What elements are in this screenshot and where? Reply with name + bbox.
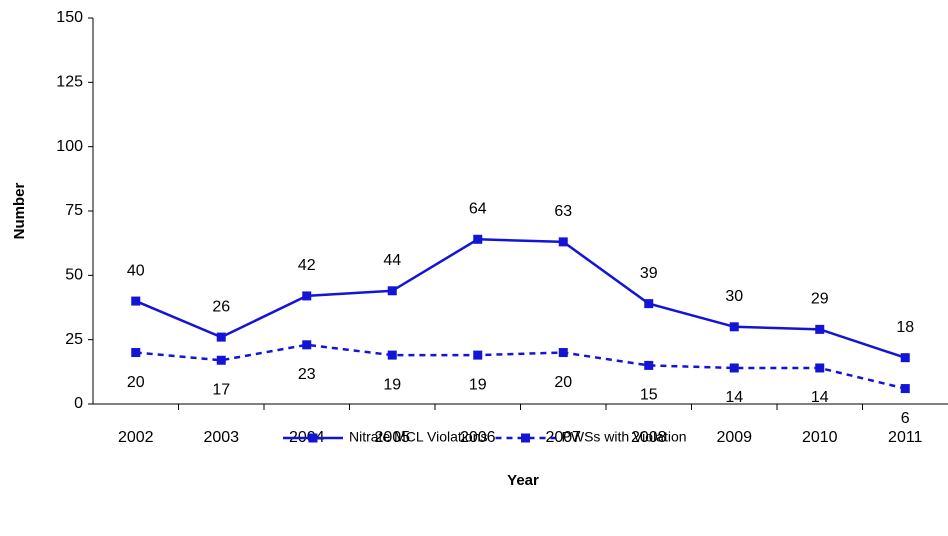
data-label: 19: [469, 376, 487, 393]
marker: [815, 324, 825, 334]
data-label: 30: [725, 288, 743, 305]
x-tick-label: 2006: [460, 429, 496, 446]
data-label: 6: [901, 410, 910, 427]
y-tick-label: 0: [74, 395, 83, 412]
marker: [558, 237, 568, 247]
marker: [815, 363, 825, 373]
data-label: 63: [554, 203, 572, 220]
data-label: 40: [127, 262, 145, 279]
data-label: 64: [469, 201, 487, 218]
data-label: 17: [212, 381, 230, 398]
x-tick-label: 2010: [802, 429, 838, 446]
data-label: 14: [725, 389, 743, 406]
series-line: [135, 238, 906, 359]
marker: [644, 299, 654, 309]
marker: [302, 291, 312, 301]
x-tick-label: 2009: [716, 429, 752, 446]
legend-marker: [521, 433, 531, 443]
data-label: 26: [212, 298, 230, 315]
marker: [131, 296, 141, 306]
marker: [131, 348, 141, 358]
marker: [302, 340, 312, 350]
marker: [216, 332, 226, 342]
marker: [473, 350, 483, 360]
y-axis-title: Number: [11, 183, 28, 240]
data-label: 42: [298, 257, 316, 274]
marker: [473, 234, 483, 244]
y-tick-label: 75: [65, 202, 83, 219]
marker: [216, 355, 226, 365]
marker: [387, 286, 397, 296]
legend-marker: [308, 433, 318, 443]
y-tick-label: 125: [56, 74, 83, 91]
x-tick-label: 2007: [545, 429, 581, 446]
marker: [729, 322, 739, 332]
data-label: 15: [640, 387, 658, 404]
x-tick-label: 2011: [888, 429, 923, 446]
data-label: 23: [298, 366, 316, 383]
marker: [387, 350, 397, 360]
data-label: 39: [640, 265, 658, 282]
marker: [900, 384, 910, 394]
data-label: 29: [811, 291, 829, 308]
marker: [729, 363, 739, 373]
marker: [900, 353, 910, 363]
x-axis-title: Year: [507, 472, 539, 489]
series-line: [135, 343, 906, 390]
legend-label: PWSs with Violation: [562, 429, 687, 445]
x-tick-label: 2003: [203, 429, 239, 446]
y-tick-label: 50: [65, 267, 83, 284]
marker: [558, 348, 568, 358]
data-label: 14: [811, 389, 829, 406]
data-label: 44: [383, 252, 401, 269]
x-tick-label: 2005: [374, 429, 410, 446]
y-tick-label: 25: [65, 331, 83, 348]
marker: [644, 360, 654, 370]
x-tick-label: 2002: [118, 429, 154, 446]
data-label: 20: [554, 374, 572, 391]
legend-label: Nitrate MCL Violations: [349, 429, 488, 445]
data-label: 20: [127, 374, 145, 391]
y-tick-label: 150: [56, 9, 83, 26]
x-tick-label: 2008: [631, 429, 667, 446]
data-label: 18: [896, 319, 914, 336]
data-label: 19: [383, 376, 401, 393]
y-tick-label: 100: [56, 138, 83, 155]
